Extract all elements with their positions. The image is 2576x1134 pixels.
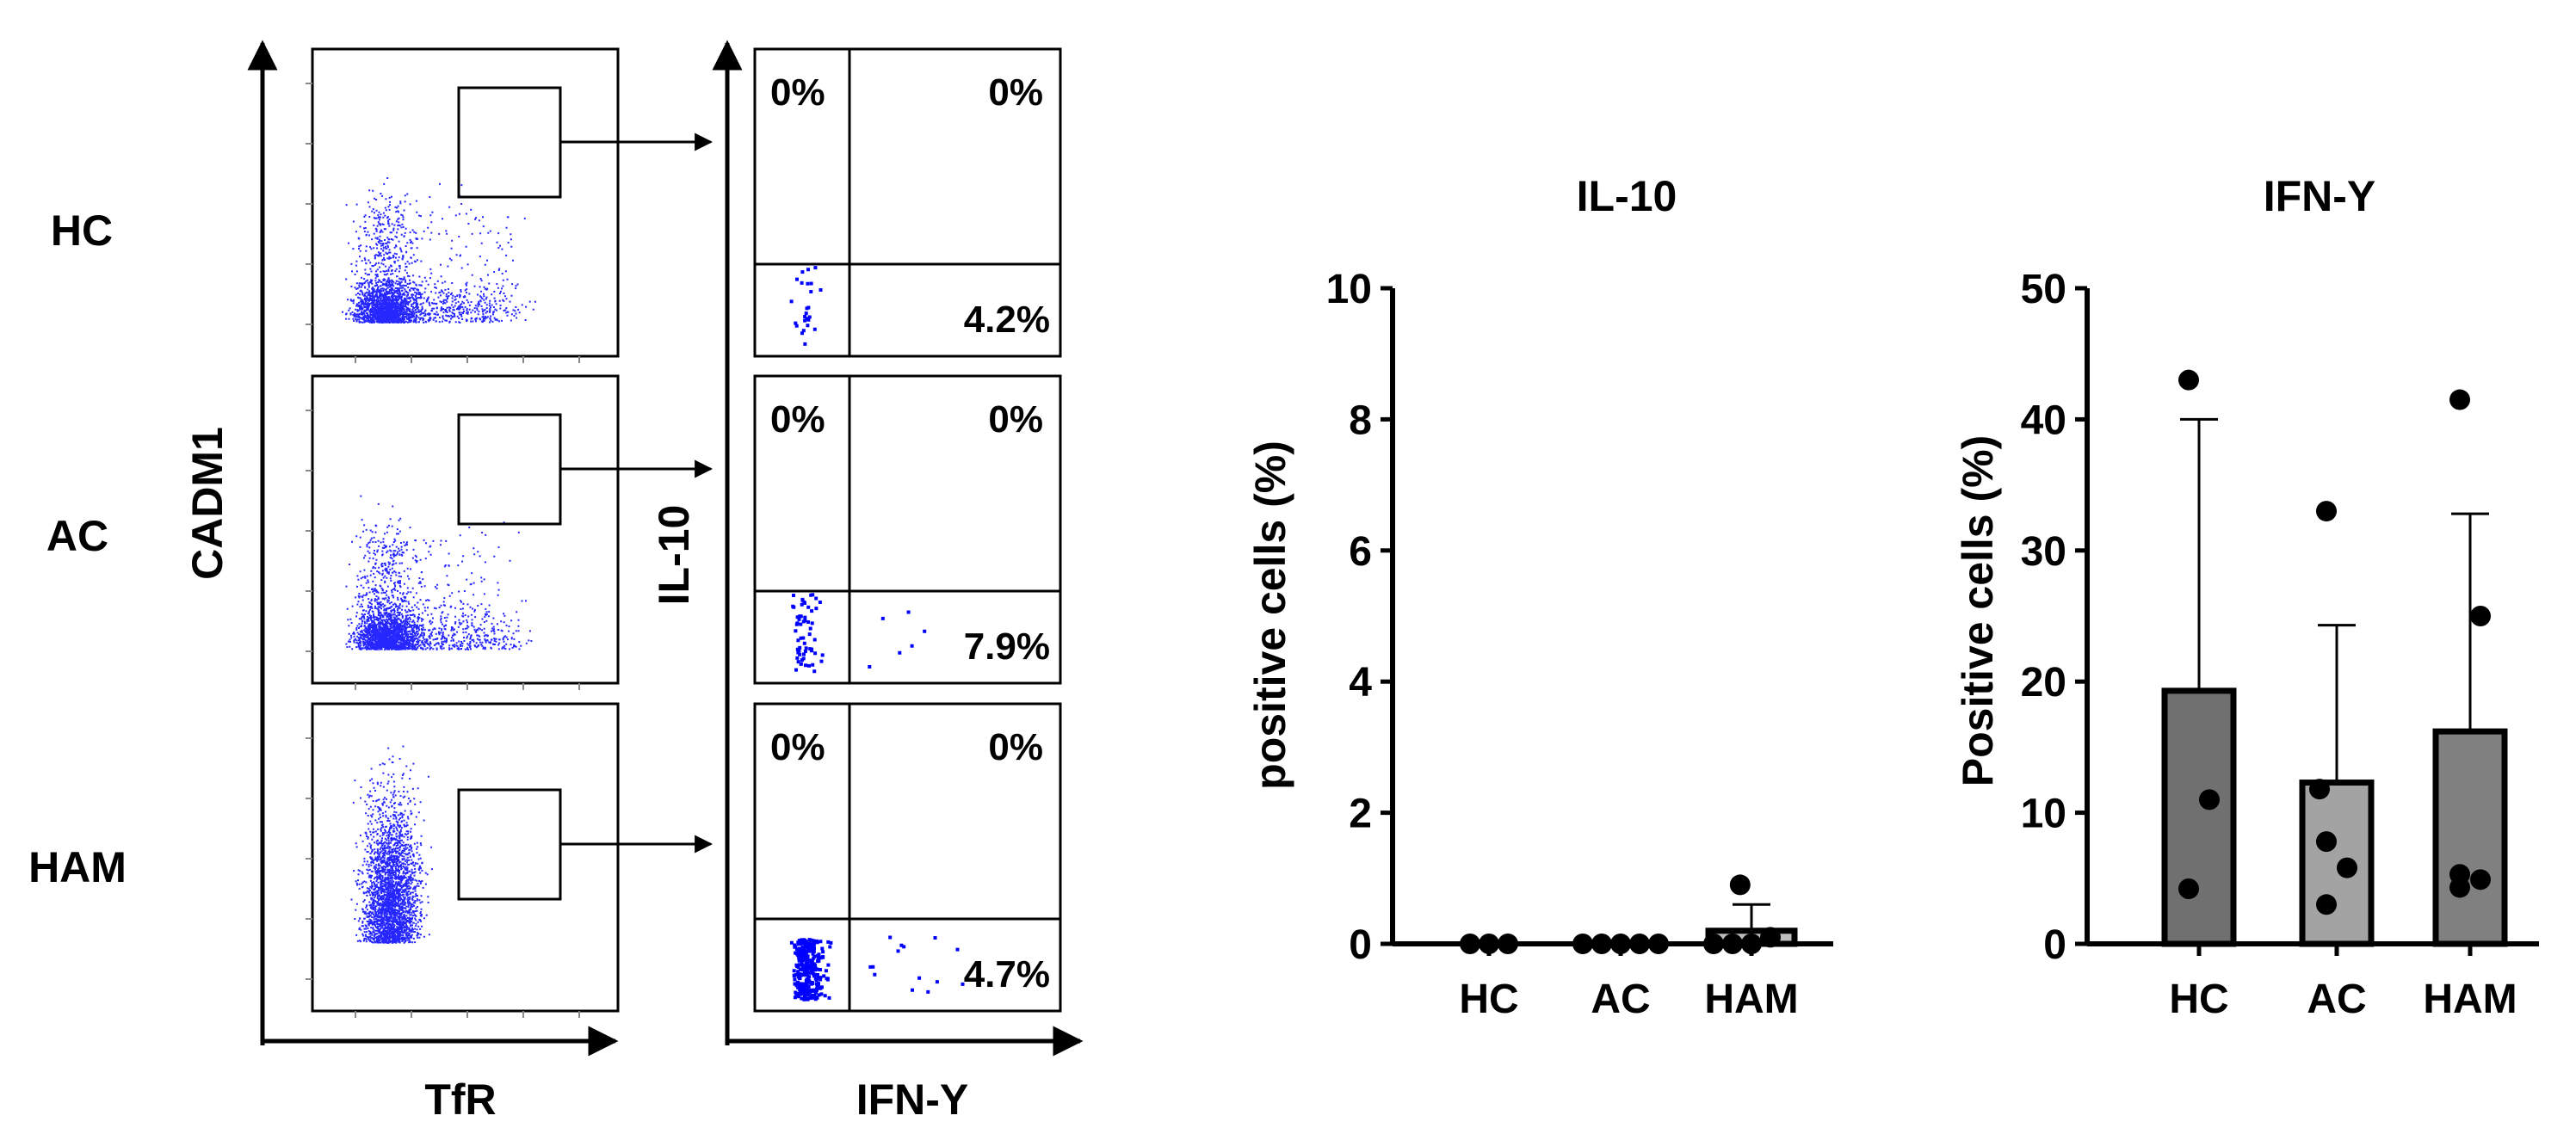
gate-box-ham bbox=[457, 788, 562, 901]
data-point-hc bbox=[1460, 934, 1480, 954]
data-point-ham bbox=[1722, 934, 1743, 954]
y-tick-label: 10 bbox=[1326, 267, 1372, 312]
quadrant-lr-label: 7.9% bbox=[964, 626, 1050, 668]
y-tick-label: 4 bbox=[1349, 660, 1372, 706]
data-point-hc bbox=[1498, 934, 1518, 954]
y-tick-label: 0 bbox=[2043, 922, 2066, 968]
flow-panels: 0% 0% 4.2% 0% 0% 7.9% 0% 0% 4.7% bbox=[306, 47, 1062, 1018]
data-point-ac bbox=[2337, 857, 2357, 878]
scatter-frame-hc bbox=[311, 47, 620, 358]
scatter-plot-ac bbox=[306, 374, 713, 690]
data-point-ac bbox=[2316, 831, 2337, 853]
y-tick-label: 8 bbox=[1349, 398, 1372, 443]
quadrant-plot-ac: 0% 0% 7.9% bbox=[753, 374, 1062, 685]
scatter-dots-hc bbox=[342, 177, 536, 324]
data-point-ham bbox=[1703, 934, 1724, 954]
quadrant-ul-label: 0% bbox=[770, 398, 825, 441]
data-point-ac bbox=[2309, 779, 2330, 800]
scatter-dots-ham bbox=[350, 745, 433, 944]
quadrant-frame-ac bbox=[753, 374, 1062, 685]
x-tick-label-ham: HAM bbox=[2423, 977, 2517, 1022]
data-point-ham bbox=[1729, 874, 1751, 896]
scatter-dots-ac bbox=[345, 495, 533, 650]
data-point-hc bbox=[2178, 369, 2199, 391]
y-tick-label: 50 bbox=[2021, 267, 2066, 312]
data-point-ac bbox=[1629, 934, 1650, 954]
flow-left-axes bbox=[247, 40, 619, 1057]
quadrant-ur-label: 0% bbox=[988, 398, 1043, 441]
flow-row-label-ac: AC bbox=[46, 512, 108, 560]
data-point-ham bbox=[2449, 389, 2470, 410]
data-point-ham bbox=[2470, 869, 2491, 891]
scatter-frame-ham bbox=[311, 702, 620, 1013]
gate-box-hc bbox=[457, 86, 562, 199]
quadrant-ur-label: 0% bbox=[988, 726, 1043, 768]
data-point-ac bbox=[2316, 894, 2337, 915]
y-tick-label: 20 bbox=[2021, 660, 2066, 706]
quadrant-plot-hc: 0% 0% 4.2% bbox=[753, 47, 1062, 358]
scatter-plot-hc bbox=[306, 47, 713, 363]
x-tick-label-hc: HC bbox=[2169, 977, 2228, 1022]
quadrant-plot-ham: 0% 0% 4.7% bbox=[753, 702, 1062, 1013]
data-point-ac bbox=[1648, 934, 1669, 954]
ifny-chart-title: IFN-Y bbox=[2264, 172, 2376, 220]
flow-right-axes bbox=[712, 40, 1084, 1057]
flow-left-xlabel: TfR bbox=[424, 1075, 496, 1124]
quadrant-frame-ham bbox=[753, 702, 1062, 1013]
data-point-ac bbox=[1572, 934, 1593, 954]
il10-chart: IL-10 positive cells (%) 0 2 4 6 8 10 HC AC HAM bbox=[1246, 172, 1833, 1022]
y-tick-label: 30 bbox=[2021, 529, 2066, 575]
quadrant-frame-hc bbox=[753, 47, 1062, 358]
scatter-frame-ac bbox=[311, 374, 620, 685]
quadrant-dots-hc bbox=[789, 266, 823, 346]
flow-row-label-hc: HC bbox=[51, 206, 113, 255]
quadrant-ul-label: 0% bbox=[770, 726, 825, 768]
bar-hc bbox=[2161, 687, 2237, 947]
flow-right-ylabel: IL-10 bbox=[650, 505, 698, 606]
quadrant-ur-label: 0% bbox=[988, 71, 1043, 114]
ifny-chart-ylabel: Positive cells (%) bbox=[1954, 435, 2002, 787]
bar-ham bbox=[2432, 728, 2508, 947]
x-tick-label-ham: HAM bbox=[1704, 977, 1798, 1022]
y-tick-label: 40 bbox=[2021, 398, 2066, 443]
quadrant-ul-label: 0% bbox=[770, 71, 825, 114]
data-point-ac bbox=[1591, 934, 1612, 954]
data-point-hc bbox=[2178, 878, 2199, 899]
x-tick-label-hc: HC bbox=[1459, 977, 1518, 1022]
flow-left-ylabel: CADM1 bbox=[183, 427, 232, 580]
flow-row-label-ham: HAM bbox=[28, 843, 127, 891]
flow-right-xlabel: IFN-Y bbox=[856, 1075, 969, 1124]
il10-chart-ylabel: positive cells (%) bbox=[1246, 441, 1294, 790]
ifny-chart: IFN-Y Positive cells (%) 0 10 20 30 40 50 HC AC… bbox=[1954, 172, 2539, 1022]
y-tick-label: 10 bbox=[2021, 792, 2066, 837]
data-point-ham bbox=[2470, 606, 2491, 626]
x-tick-label-ac: AC bbox=[1591, 977, 1650, 1022]
data-point-ham bbox=[2449, 877, 2470, 898]
bar-ac bbox=[2299, 780, 2375, 947]
data-point-hc bbox=[2199, 789, 2220, 810]
quadrant-dots-ac bbox=[791, 593, 927, 674]
data-point-ac bbox=[2316, 501, 2337, 522]
quadrant-lr-label: 4.2% bbox=[964, 299, 1050, 341]
y-tick-label: 6 bbox=[1349, 529, 1372, 575]
x-tick-label-ac: AC bbox=[2307, 977, 2366, 1022]
y-tick-label: 0 bbox=[1349, 922, 1372, 968]
il10-chart-title: IL-10 bbox=[1577, 172, 1677, 220]
gate-box-ac bbox=[457, 413, 562, 526]
scatter-plot-ham bbox=[306, 702, 713, 1018]
quadrant-lr-label: 4.7% bbox=[964, 953, 1050, 995]
y-tick-label: 2 bbox=[1349, 792, 1372, 837]
data-point-ham bbox=[1760, 927, 1781, 948]
quadrant-dots-ham bbox=[789, 935, 965, 1001]
